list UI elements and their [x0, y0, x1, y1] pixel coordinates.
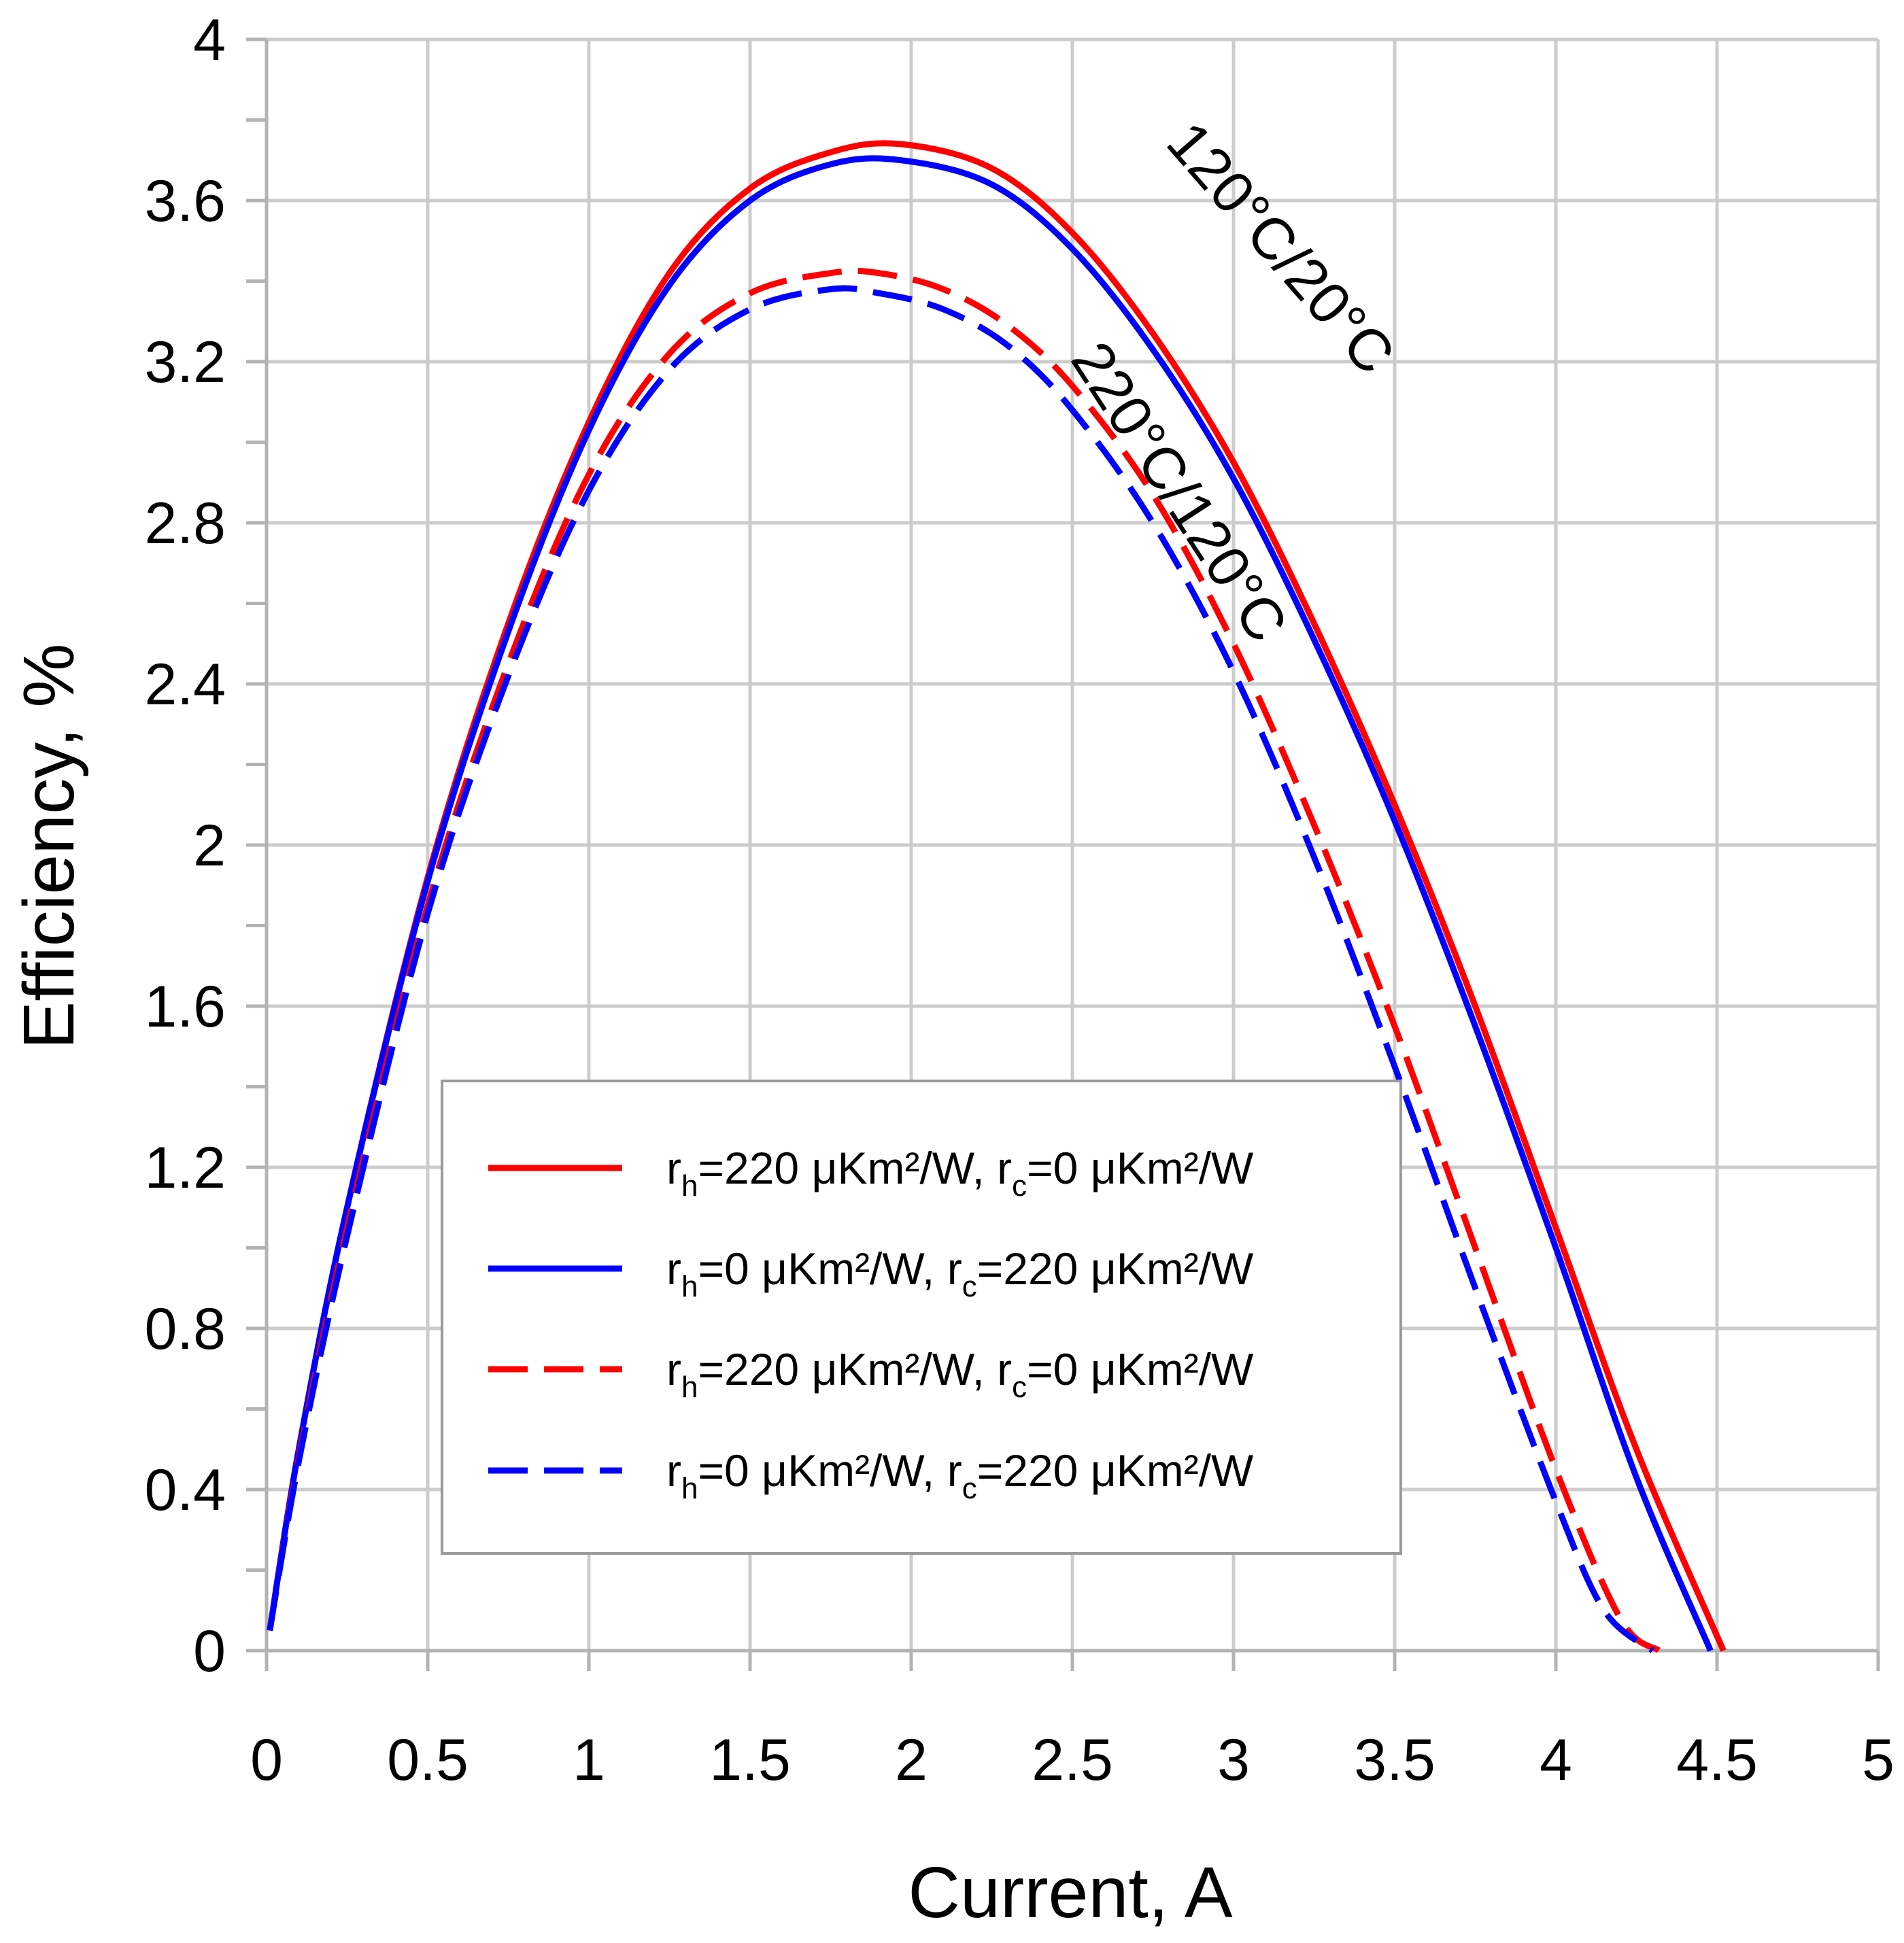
annotation-120c-20c: 120°C/20°C — [1154, 109, 1407, 386]
legend-label-0: rh=220 μKm²/W, rc=0 μKm²/W — [666, 1143, 1254, 1203]
annotation-220c-120c: 220°C/120°C — [1059, 330, 1300, 653]
x-tick-label: 0.5 — [387, 1727, 469, 1793]
y-tick-label: 0.4 — [144, 1458, 226, 1523]
x-axis-title: Current, A — [908, 1853, 1233, 1933]
series-line-1 — [267, 155, 1714, 1652]
x-tick-label: 5 — [1862, 1727, 1894, 1793]
y-tick-label: 0 — [193, 1619, 226, 1684]
y-tick-label: 3.6 — [144, 169, 226, 234]
legend-label-3: rh=0 μKm²/W, rc=220 μKm²/W — [666, 1445, 1254, 1505]
x-tick-label: 1.5 — [709, 1727, 791, 1793]
x-tick-label: 0 — [250, 1727, 283, 1793]
y-tick-label: 3.2 — [144, 330, 226, 395]
legend: rh=220 μKm²/W, rc=0 μKm²/W rh=0 μKm²/W, … — [441, 1080, 1402, 1555]
x-tick-label: 2.5 — [1032, 1727, 1113, 1793]
y-tick-label: 4 — [193, 7, 226, 73]
y-tick-label: 1.2 — [144, 1135, 226, 1201]
x-tick-label: 3 — [1217, 1727, 1250, 1793]
y-tick-label: 1.6 — [144, 974, 226, 1039]
series-line-3 — [267, 285, 1655, 1653]
x-tick-label: 4.5 — [1676, 1727, 1758, 1793]
series-layer — [267, 140, 1727, 1653]
axes-layer: 0 0.4 0.8 1.2 1.6 2 2.4 2.8 3.2 3.6 4 0 0.5 1 1.5 2 2.5 3… — [144, 7, 1894, 1793]
x-tick-label: 4 — [1540, 1727, 1572, 1793]
x-tick-label: 1 — [573, 1727, 605, 1793]
legend-box — [441, 1080, 1402, 1555]
legend-label-1: rh=0 μKm²/W, rc=220 μKm²/W — [666, 1243, 1254, 1303]
y-tick-label: 2 — [193, 813, 226, 878]
y-tick-label: 2.4 — [144, 652, 226, 717]
y-tick-label: 0.8 — [144, 1296, 226, 1362]
x-tick-label: 3.5 — [1354, 1727, 1435, 1793]
x-tick-label: 2 — [895, 1727, 928, 1793]
y-tick-label: 2.8 — [144, 491, 226, 556]
series-line-2 — [267, 267, 1661, 1653]
y-axis-title: Efficiency, % — [9, 644, 89, 1050]
legend-label-2: rh=220 μKm²/W, rc=0 μKm²/W — [666, 1344, 1254, 1404]
